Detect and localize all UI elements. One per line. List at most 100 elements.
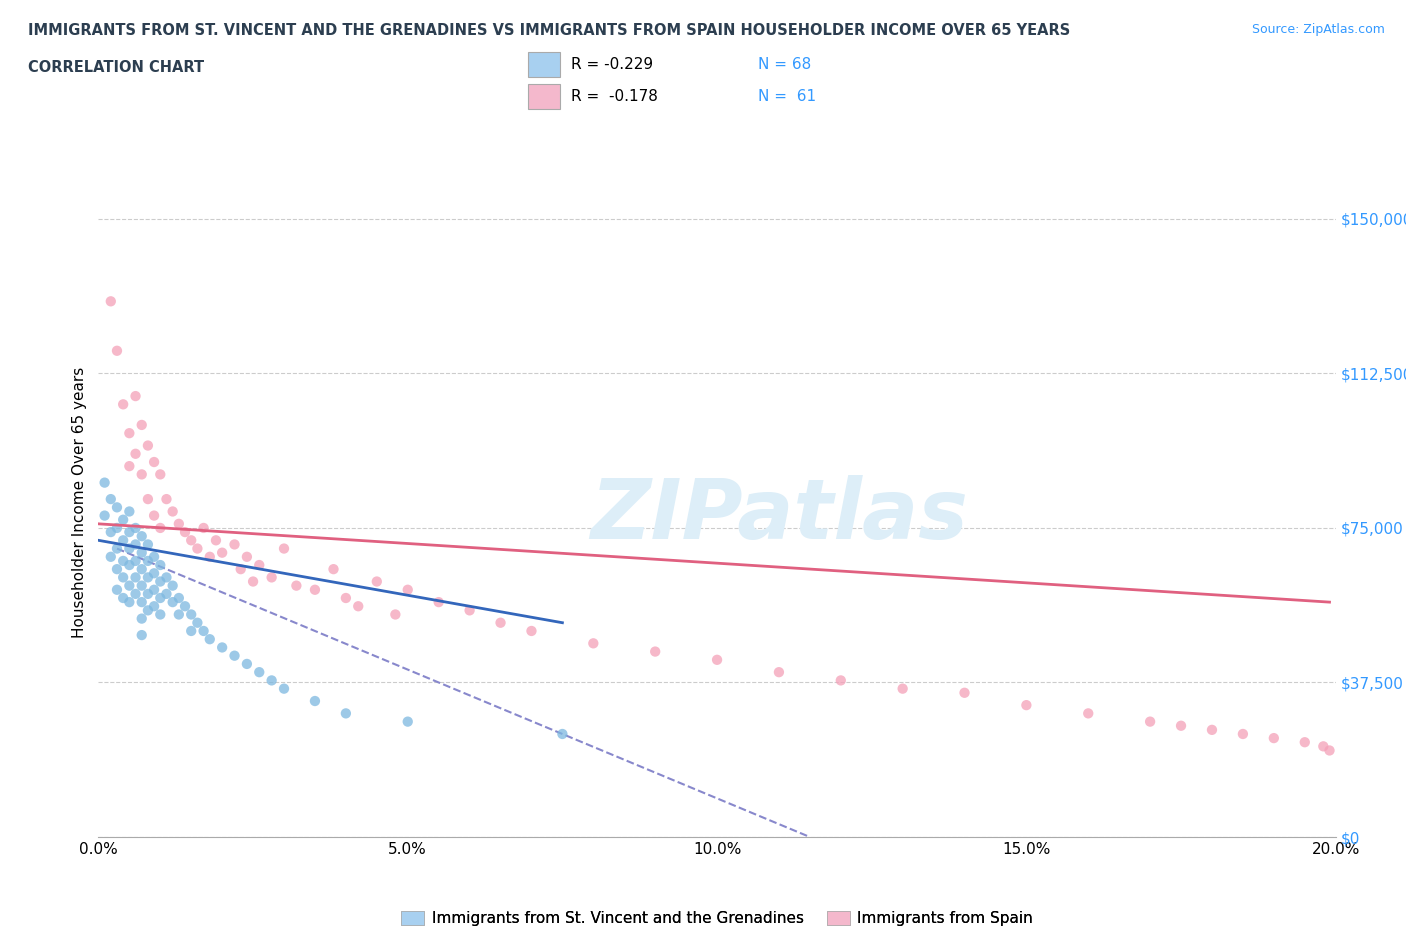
Point [136, 492, 159, 507]
Point [131, 545, 153, 560]
Point [143, 599, 166, 614]
Point [124, 537, 146, 551]
Point [285, 578, 308, 593]
Point [768, 665, 790, 680]
Point [273, 541, 295, 556]
Point [236, 657, 259, 671]
Text: ZIPatlas: ZIPatlas [591, 475, 967, 556]
Point [100, 294, 122, 309]
Point [136, 537, 159, 551]
Point [891, 681, 914, 696]
Point [180, 533, 202, 548]
Point [131, 611, 153, 626]
Point [118, 426, 141, 441]
Point [124, 553, 146, 568]
Point [1201, 723, 1223, 737]
Point [112, 553, 135, 568]
Point [112, 570, 135, 585]
Point [1170, 718, 1192, 733]
Point [118, 504, 141, 519]
Point [112, 512, 135, 527]
Point [131, 628, 153, 643]
Point [112, 397, 135, 412]
Point [396, 582, 419, 597]
Point [124, 389, 146, 404]
Point [149, 467, 172, 482]
Point [124, 587, 146, 602]
Point [100, 525, 122, 539]
Point [193, 623, 215, 638]
Point [118, 458, 141, 473]
Point [112, 533, 135, 548]
Point [124, 446, 146, 461]
Point [131, 467, 153, 482]
Point [131, 562, 153, 577]
Point [155, 492, 177, 507]
Point [149, 558, 172, 573]
Point [247, 665, 270, 680]
Point [105, 521, 128, 536]
Text: R =  -0.178: R = -0.178 [571, 89, 658, 104]
Point [224, 537, 246, 551]
Point [1139, 714, 1161, 729]
Point [155, 570, 177, 585]
Point [149, 521, 172, 536]
Point [131, 418, 153, 432]
Point [93, 508, 115, 523]
Point [1294, 735, 1316, 750]
Point [1015, 698, 1038, 712]
Point [131, 529, 153, 544]
Point [100, 550, 122, 565]
Point [143, 508, 166, 523]
Point [105, 343, 128, 358]
Point [162, 578, 184, 593]
Point [112, 591, 135, 605]
FancyBboxPatch shape [527, 52, 561, 77]
Point [242, 574, 264, 589]
Point [489, 616, 512, 631]
Point [124, 521, 146, 536]
Point [105, 500, 128, 515]
Point [149, 574, 172, 589]
Point [118, 541, 141, 556]
Point [149, 607, 172, 622]
Point [180, 607, 202, 622]
Point [105, 562, 128, 577]
Point [366, 574, 388, 589]
Point [198, 631, 221, 646]
FancyBboxPatch shape [527, 85, 561, 110]
Point [260, 570, 283, 585]
Point [118, 558, 141, 573]
Point [1312, 739, 1334, 754]
Point [260, 673, 283, 688]
Point [273, 681, 295, 696]
Point [186, 541, 208, 556]
Point [136, 587, 159, 602]
Point [167, 607, 190, 622]
Point [136, 438, 159, 453]
Point [193, 521, 215, 536]
Point [136, 603, 159, 618]
Point [136, 570, 159, 585]
Point [162, 594, 184, 609]
Point [229, 562, 252, 577]
Point [149, 591, 172, 605]
Point [143, 565, 166, 580]
Point [211, 640, 233, 655]
Point [162, 504, 184, 519]
Point [136, 553, 159, 568]
Point [205, 533, 228, 548]
Point [93, 475, 115, 490]
Point [167, 516, 190, 531]
Point [143, 455, 166, 470]
Point [131, 578, 153, 593]
Point [124, 570, 146, 585]
Point [1319, 743, 1341, 758]
Point [830, 673, 852, 688]
Point [247, 558, 270, 573]
Text: R = -0.229: R = -0.229 [571, 57, 654, 73]
Text: Source: ZipAtlas.com: Source: ZipAtlas.com [1251, 23, 1385, 36]
Point [143, 550, 166, 565]
Point [180, 623, 202, 638]
Text: N =  61: N = 61 [758, 89, 815, 104]
